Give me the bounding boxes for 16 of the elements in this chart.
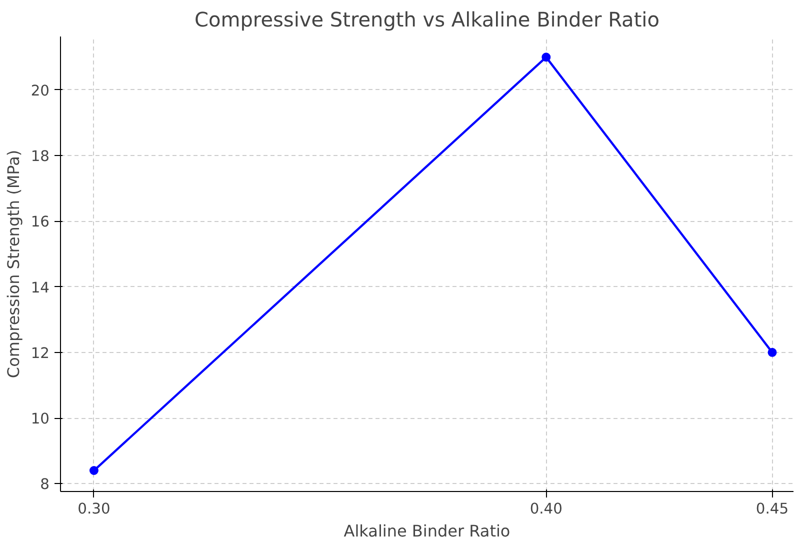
y-tick-label: 18 — [30, 148, 50, 166]
x-axis-title: Alkaline Binder Ratio — [344, 522, 510, 540]
y-axis-title: Compression Strength (MPa) — [4, 150, 23, 378]
y-tick-label: 14 — [30, 279, 50, 296]
y-tick-label: 16 — [30, 214, 50, 231]
x-tick-label: 0.45 — [756, 500, 789, 518]
y-tick-label: 12 — [30, 344, 50, 362]
x-tick-label: 0.30 — [78, 500, 110, 518]
y-tick-label: 20 — [30, 82, 50, 100]
point — [89, 466, 98, 475]
y-tick-label: 10 — [30, 410, 50, 428]
y-tick-label: 8 — [40, 476, 50, 494]
point — [768, 348, 777, 357]
chart-title: Compressive Strength vs Alkaline Binder Ratio — [194, 8, 660, 32]
x-tick-label: 0.40 — [530, 500, 562, 518]
point — [542, 52, 551, 62]
